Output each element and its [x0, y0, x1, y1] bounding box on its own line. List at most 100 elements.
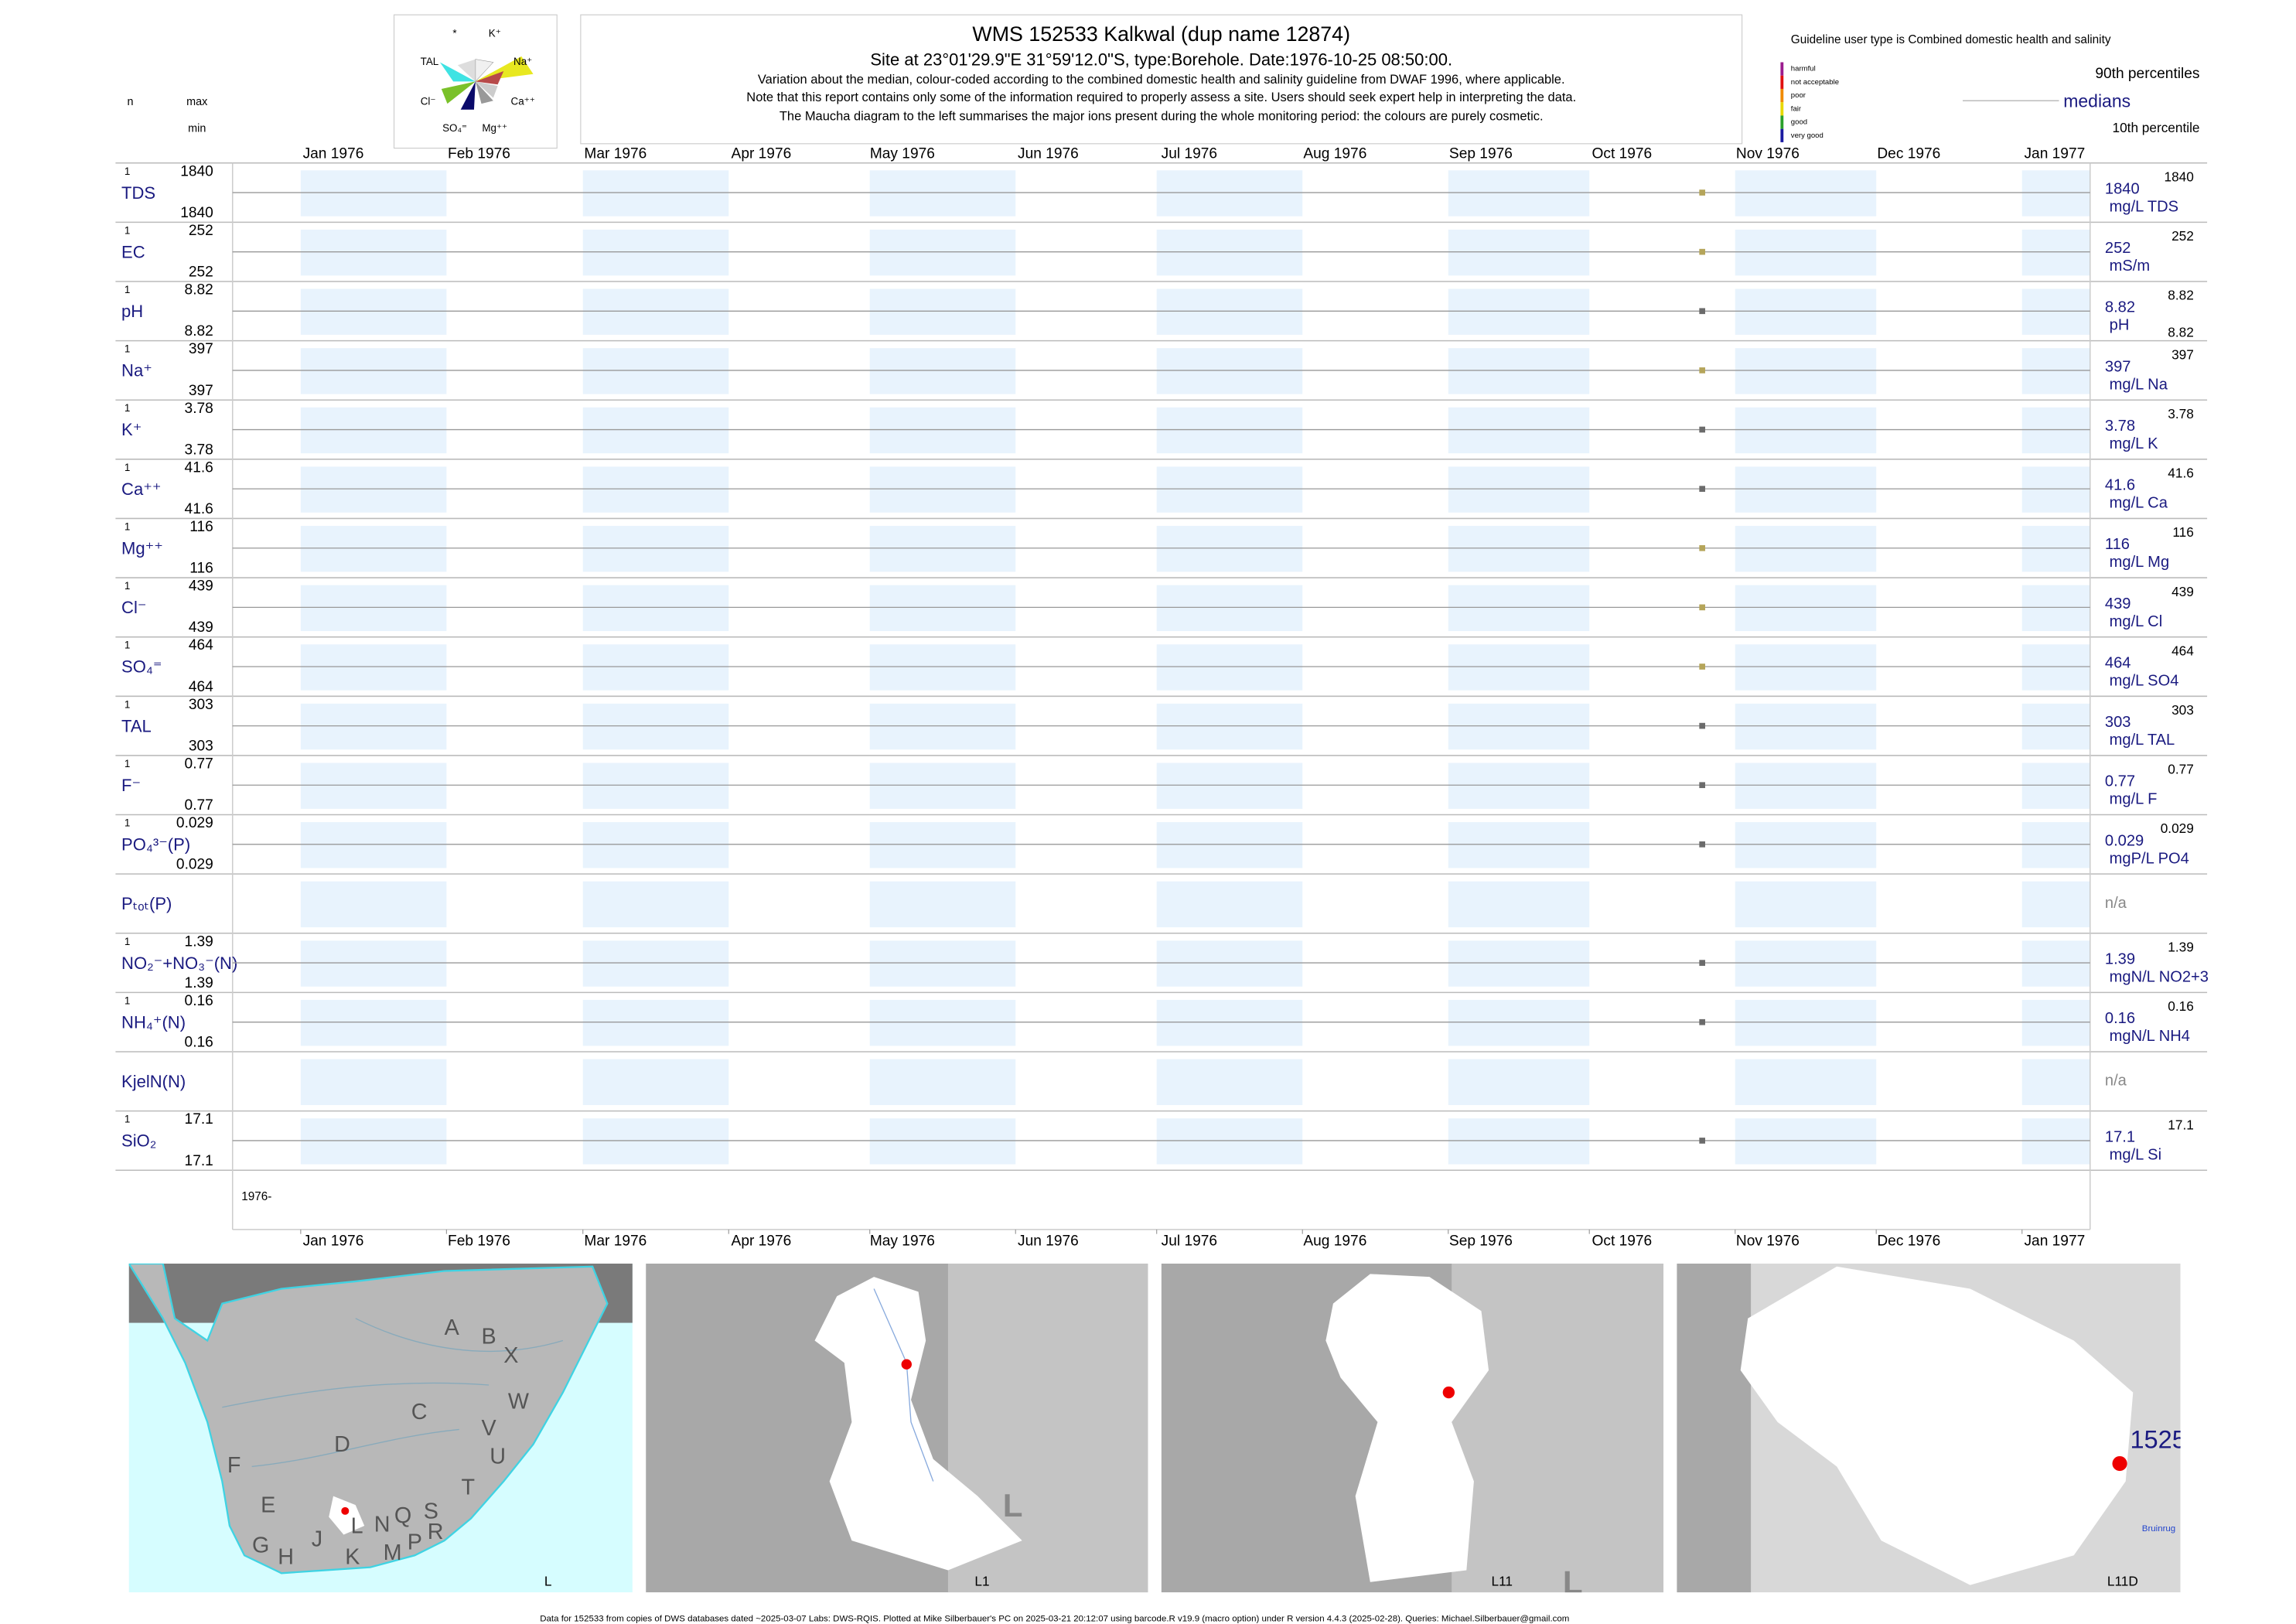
month-band — [582, 940, 729, 987]
month-band — [300, 288, 447, 335]
map-l11: L — [1161, 1263, 1664, 1601]
month-band — [300, 644, 447, 691]
sample-point — [1699, 189, 1706, 196]
region-label: R — [428, 1520, 444, 1544]
map-overview — [128, 1263, 633, 1593]
map-label: L1 — [974, 1573, 989, 1588]
footer: Data for 152533 from copies of DWS datab… — [540, 1615, 1569, 1624]
map-label: L11 — [1492, 1573, 1513, 1588]
parameter-name: EC — [121, 242, 145, 261]
month-band — [300, 881, 447, 928]
unit-label: mgN/L NH4 — [2110, 1028, 2190, 1045]
region-label: B — [482, 1324, 496, 1349]
x-tick-label: Nov 1976 — [1736, 1233, 1800, 1249]
min-label: 439 — [189, 619, 213, 636]
month-band — [2021, 348, 2090, 394]
region-label: Q — [394, 1503, 411, 1528]
median-label: 41.6 — [2105, 477, 2135, 494]
month-band — [1156, 703, 1303, 750]
x-tick-label: Jan 1976 — [303, 145, 364, 162]
min-label: 464 — [189, 679, 213, 695]
month-band — [869, 348, 1016, 394]
sample-point — [1699, 426, 1706, 433]
month-band — [869, 526, 1016, 572]
month-band — [1448, 407, 1590, 454]
month-band — [1156, 288, 1303, 335]
month-band — [2021, 526, 2090, 572]
unit-label: mgN/L NO2+3 — [2110, 969, 2209, 986]
month-band — [1735, 407, 1877, 454]
median-label: 252 — [2105, 240, 2131, 257]
region-label: X — [503, 1343, 518, 1368]
month-band — [869, 585, 1016, 632]
min-label: 3.78 — [185, 442, 213, 458]
unit-label: mS/m — [2110, 258, 2151, 275]
month-band — [1156, 170, 1303, 217]
svg-text:L: L — [1563, 1564, 1583, 1601]
parameter-name: Mg⁺⁺ — [121, 538, 163, 558]
sample-point — [1699, 544, 1706, 551]
region-label: C — [411, 1400, 428, 1424]
region-label: G — [252, 1533, 269, 1557]
month-band — [1448, 170, 1590, 217]
unit-label: mg/L SO4 — [2110, 672, 2179, 689]
maucha-label: * — [452, 28, 456, 39]
month-band — [582, 288, 729, 335]
min-label: 252 — [189, 264, 213, 281]
note: The Maucha diagram to the left summarise… — [780, 110, 1544, 124]
unit-label: mg/L Cl — [2110, 613, 2163, 630]
min-label: 8.82 — [185, 323, 213, 339]
map-label: L — [544, 1573, 552, 1588]
x-tick-label: Oct 1976 — [1592, 145, 1653, 162]
month-band — [869, 229, 1016, 276]
sample-point — [1699, 1018, 1706, 1025]
maucha-label: Na⁺ — [513, 56, 532, 67]
x-tick-label: Feb 1976 — [448, 145, 510, 162]
month-band — [1448, 348, 1590, 394]
month-band — [1735, 763, 1877, 809]
min-label: 397 — [189, 383, 213, 399]
legend-p90: 90th percentiles — [2095, 66, 2199, 82]
region-label: M — [384, 1540, 402, 1565]
month-band — [1448, 822, 1590, 868]
svg-text:L: L — [1003, 1487, 1023, 1523]
n-label: 1 — [125, 284, 130, 295]
month-band — [300, 999, 447, 1046]
parameter-name: SO₄⁼ — [121, 657, 162, 677]
month-band — [869, 644, 1016, 691]
x-tick-label: Nov 1976 — [1736, 145, 1800, 162]
legend-label: not acceptable — [1791, 78, 1839, 87]
month-band — [1448, 881, 1590, 928]
month-band — [1448, 229, 1590, 276]
month-band — [869, 822, 1016, 868]
legend-label: poor — [1791, 91, 1806, 100]
month-band — [2021, 644, 2090, 691]
month-band — [582, 822, 729, 868]
region-label: D — [334, 1432, 350, 1457]
month-band — [1156, 1118, 1303, 1165]
note: Note that this report contains only some… — [746, 90, 1576, 104]
p90-label: 0.16 — [2168, 998, 2194, 1014]
region-label: A — [445, 1315, 460, 1340]
region-label: E — [261, 1493, 275, 1518]
month-band — [300, 585, 447, 632]
min-label: 303 — [189, 738, 213, 754]
month-band — [582, 999, 729, 1046]
month-band — [2021, 999, 2090, 1046]
month-band — [300, 940, 447, 987]
month-band — [869, 763, 1016, 809]
month-band — [1448, 288, 1590, 335]
legend-median: medians — [2063, 90, 2131, 111]
month-band — [582, 229, 729, 276]
sample-point — [1699, 722, 1706, 729]
site-label: 1525 — [2130, 1425, 2185, 1453]
month-band — [2021, 822, 2090, 868]
x-tick-label: Jun 1976 — [1018, 145, 1079, 162]
x-tick-label: Jul 1976 — [1162, 145, 1217, 162]
max-label: 1.39 — [185, 933, 213, 950]
p90-label: 17.1 — [2168, 1117, 2194, 1132]
parameter-name: TAL — [121, 716, 152, 735]
parameter-name: K⁺ — [121, 420, 142, 439]
median-label: 0.029 — [2105, 832, 2144, 849]
